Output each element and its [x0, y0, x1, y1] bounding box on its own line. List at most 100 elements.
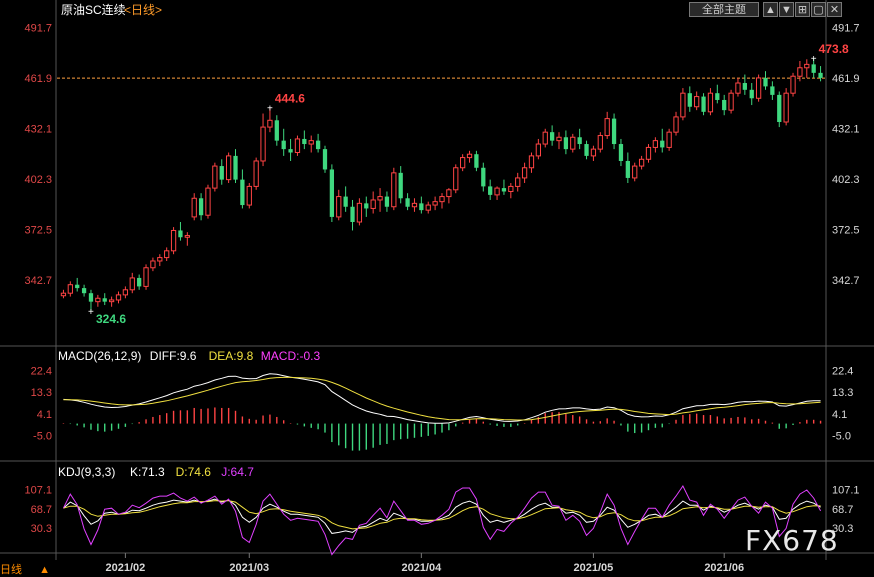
candle-body	[267, 119, 273, 128]
candle	[129, 272, 135, 294]
candle	[205, 184, 211, 219]
grid-layout-button[interactable]: ⊞	[795, 2, 810, 17]
candle	[790, 72, 796, 97]
window-button[interactable]: ▢	[811, 2, 826, 17]
period-tab-label: 日线	[0, 564, 22, 576]
candle	[157, 254, 163, 267]
candle	[267, 107, 273, 133]
candle-body	[701, 96, 706, 112]
candle-body	[377, 196, 383, 201]
candle	[356, 198, 363, 226]
candle-body	[755, 77, 762, 99]
candle	[638, 155, 645, 170]
candle-body	[191, 197, 197, 218]
candle-body	[219, 166, 224, 180]
y-tick-label: -5.0	[33, 430, 52, 442]
x-tick-label: 2021/05	[574, 562, 614, 574]
candle-body	[425, 204, 431, 211]
candle	[308, 135, 314, 153]
x-tick-label: 2021/06	[704, 562, 744, 574]
candle	[439, 193, 445, 209]
candle-body	[350, 206, 355, 222]
candle-body	[88, 293, 94, 302]
candle-body	[707, 92, 714, 113]
candle	[735, 77, 741, 97]
candle	[687, 86, 692, 112]
candle-body	[742, 83, 747, 90]
candle-body	[122, 289, 129, 296]
y-tick-label: 30.3	[31, 523, 52, 535]
candle	[770, 81, 775, 100]
candle	[597, 132, 603, 153]
y-tick-label: 13.3	[31, 387, 52, 399]
candle-body	[584, 144, 589, 156]
candle	[811, 57, 816, 78]
kdj-legend-item: D:74.6	[176, 465, 212, 479]
kdj-legend-item: KDJ(9,3,3)	[58, 465, 115, 479]
candle	[660, 128, 665, 153]
candle	[680, 88, 686, 121]
extreme-label: 444.6	[275, 91, 305, 105]
candle-body	[315, 140, 321, 150]
candle-body	[322, 149, 328, 170]
y-tick-label: 402.3	[832, 174, 860, 186]
candle	[604, 111, 610, 139]
candle	[225, 152, 232, 184]
candle	[632, 162, 638, 182]
candle-body	[590, 148, 597, 157]
candle	[108, 296, 115, 307]
macd-legend-item: DIFF:9.6	[150, 349, 197, 363]
candle	[405, 193, 410, 211]
candle-body	[618, 144, 624, 161]
y-tick-label: 491.7	[832, 23, 860, 35]
candle	[584, 140, 589, 160]
candle	[797, 60, 803, 82]
y-tick-label: 372.5	[832, 225, 860, 237]
candle-body	[143, 267, 149, 287]
candle	[253, 157, 259, 190]
y-tick-label: 68.7	[31, 504, 52, 516]
candle-body	[157, 257, 163, 262]
watermark-logo: FX678	[745, 524, 839, 557]
candle	[590, 145, 597, 161]
candle-body	[356, 202, 363, 223]
scroll-up-button[interactable]: ▲	[763, 2, 778, 17]
candle	[763, 71, 768, 90]
candle	[212, 162, 218, 192]
candle-body	[108, 299, 115, 303]
candle-body	[115, 294, 122, 301]
candle	[370, 191, 376, 214]
candle-body	[212, 165, 218, 189]
candle	[246, 183, 252, 209]
y-tick-label: 402.3	[24, 174, 52, 186]
period-tab[interactable]: 日线 ▲	[0, 561, 50, 577]
extreme-label: 324.6	[96, 312, 126, 326]
extreme-marker: +	[811, 54, 817, 65]
candle	[542, 128, 548, 148]
candle-body	[150, 260, 156, 269]
candle	[184, 232, 190, 246]
candle	[294, 135, 301, 156]
x-tick-label: 2021/04	[401, 562, 442, 574]
candle-body	[198, 198, 204, 216]
candle-body	[556, 136, 562, 142]
candle	[302, 130, 307, 150]
kdj-panel: KDJ(9,3,3) K:71.3 D:74.6 J:64.7 107.1 107.1 68…	[24, 465, 860, 556]
candle	[535, 138, 541, 160]
candle	[315, 133, 321, 153]
candle-body	[488, 186, 493, 195]
candle-body	[611, 118, 617, 145]
candle	[494, 186, 500, 200]
candle	[260, 113, 266, 167]
candle	[322, 145, 328, 173]
candle	[150, 257, 156, 272]
close-button[interactable]: ✕	[827, 2, 842, 17]
scroll-down-button[interactable]: ▼	[779, 2, 794, 17]
candle	[749, 83, 754, 106]
candle	[219, 159, 224, 185]
macd-legend-item: MACD(26,12,9)	[58, 349, 141, 363]
macd-line-dea	[63, 376, 821, 421]
kdj-line-j	[62, 485, 822, 556]
candle-body	[687, 93, 692, 107]
theme-dropdown[interactable]: 全部主题	[689, 2, 759, 17]
